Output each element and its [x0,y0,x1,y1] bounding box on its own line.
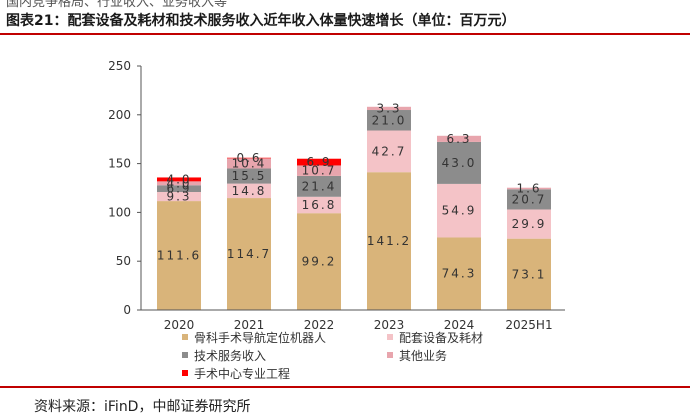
bar-segment-tech [437,141,481,184]
x-tick-label: 2025H1 [505,318,552,332]
bar-segment-orthopedic [367,172,411,310]
data-label-tech: 43.0 [442,156,477,170]
bar-segment-supplies [157,192,201,202]
data-label-tech: 21.0 [372,113,407,127]
legend-label-supplies: 配套设备及耗材 [399,331,483,345]
legend-swatch-other [387,352,393,358]
y-tick-label: 100 [108,205,131,219]
data-label-other: 1.6 [516,181,541,195]
legend-swatch-center [182,370,188,376]
bar-segment-supplies [367,130,411,173]
legend-label-tech: 技术服务收入 [194,348,266,363]
legend-label-other: 其他业务 [399,348,447,363]
bar-segment-orthopedic [227,198,271,310]
x-axis: 2020 2021 2022 2023 2024 2025H1 [141,309,565,332]
source-divider [0,386,690,388]
bar-segment-tech [157,185,201,193]
bar-segment-orthopedic [507,238,551,310]
data-label-orthopedic: 74.3 [442,267,477,281]
data-label-orthopedic: 114.7 [227,247,271,261]
data-label-orthopedic: 111.6 [157,249,201,263]
bar-segment-other [367,106,411,111]
source-note: 资料来源：iFinD，中邮证券研究所 [34,399,251,415]
bar-segment-other [507,187,551,190]
data-label-other: 6.3 [446,132,471,146]
bar-segment-supplies [297,196,341,214]
bar-segment-tech [297,175,341,197]
y-axis: 0 50 100 150 200 250 [108,59,142,317]
bar-segment-center [157,177,201,182]
bar-segment-other [157,181,201,186]
data-label-supplies: 42.7 [372,144,407,158]
data-label-other: 3.3 [376,101,401,115]
data-label-supplies: 16.8 [302,198,337,212]
bar-segment-supplies [227,183,271,199]
bar-segment-other [437,135,481,142]
bar-segment-orthopedic [437,237,481,310]
x-tick-label: 2022 [304,318,335,332]
legend-swatch-supplies [387,334,393,340]
x-tick-label: 2024 [444,318,475,332]
data-label-supplies: 9.3 [166,190,191,204]
x-tick-label: 2020 [164,318,195,332]
legend-swatch-tech [182,352,188,358]
x-tick-label: 2021 [234,318,265,332]
y-tick-label: 150 [108,157,131,171]
bar-segment-center [297,158,341,166]
data-label-center: 0.6 [236,151,261,165]
clipped-header-text: 国内竞争格局、行业收入、业务收入等 [6,0,228,8]
data-label-other: 10.4 [232,156,267,170]
bar-segment-supplies [437,183,481,238]
y-tick-label: 50 [116,254,131,268]
data-label-supplies: 14.8 [232,184,267,198]
y-tick-label: 200 [108,108,131,122]
legend-label-center: 手术中心专业工程 [194,366,290,381]
data-label-supplies: 54.9 [442,204,477,218]
legend-label-orthopedic: 骨科手术导航定位机器人 [194,330,326,345]
bar-segment-other [227,158,271,169]
data-label-tech: 15.5 [232,169,267,183]
legend-swatch-orthopedic [182,334,188,340]
data-label-orthopedic: 99.2 [302,255,337,269]
clipped-header-strip: 国内竞争格局、行业收入、业务收入等 [0,0,690,8]
bar-segment-tech [507,189,551,210]
bars: 111.69.36.94.04.0114.714.815.510.40.699.… [157,101,551,310]
bar-segment-tech [227,168,271,184]
y-tick-label: 250 [108,59,131,73]
data-label-orthopedic: 141.2 [367,234,411,248]
data-label-orthopedic: 73.1 [512,267,547,281]
data-label-tech: 21.4 [302,179,337,193]
figure-title: 图表21：配套设备及耗材和技术服务收入近年收入体量快速增长（单位：百万元） [6,13,516,29]
x-tick-label: 2023 [374,318,405,332]
data-label-tech: 20.7 [512,192,547,206]
bar-segment-tech [367,110,411,131]
y-tick-label: 0 [123,303,131,317]
data-label-center: 6.9 [306,155,331,169]
bar-segment-orthopedic [297,213,341,310]
bar-segment-orthopedic [157,201,201,310]
data-label-other: 10.7 [302,164,337,178]
bar-segment-other [297,165,341,176]
bar-segment-center [227,157,271,159]
data-label-center: 4.0 [166,172,191,186]
data-label-supplies: 29.9 [512,217,547,231]
title-divider [0,33,690,35]
bar-segment-supplies [507,209,551,239]
